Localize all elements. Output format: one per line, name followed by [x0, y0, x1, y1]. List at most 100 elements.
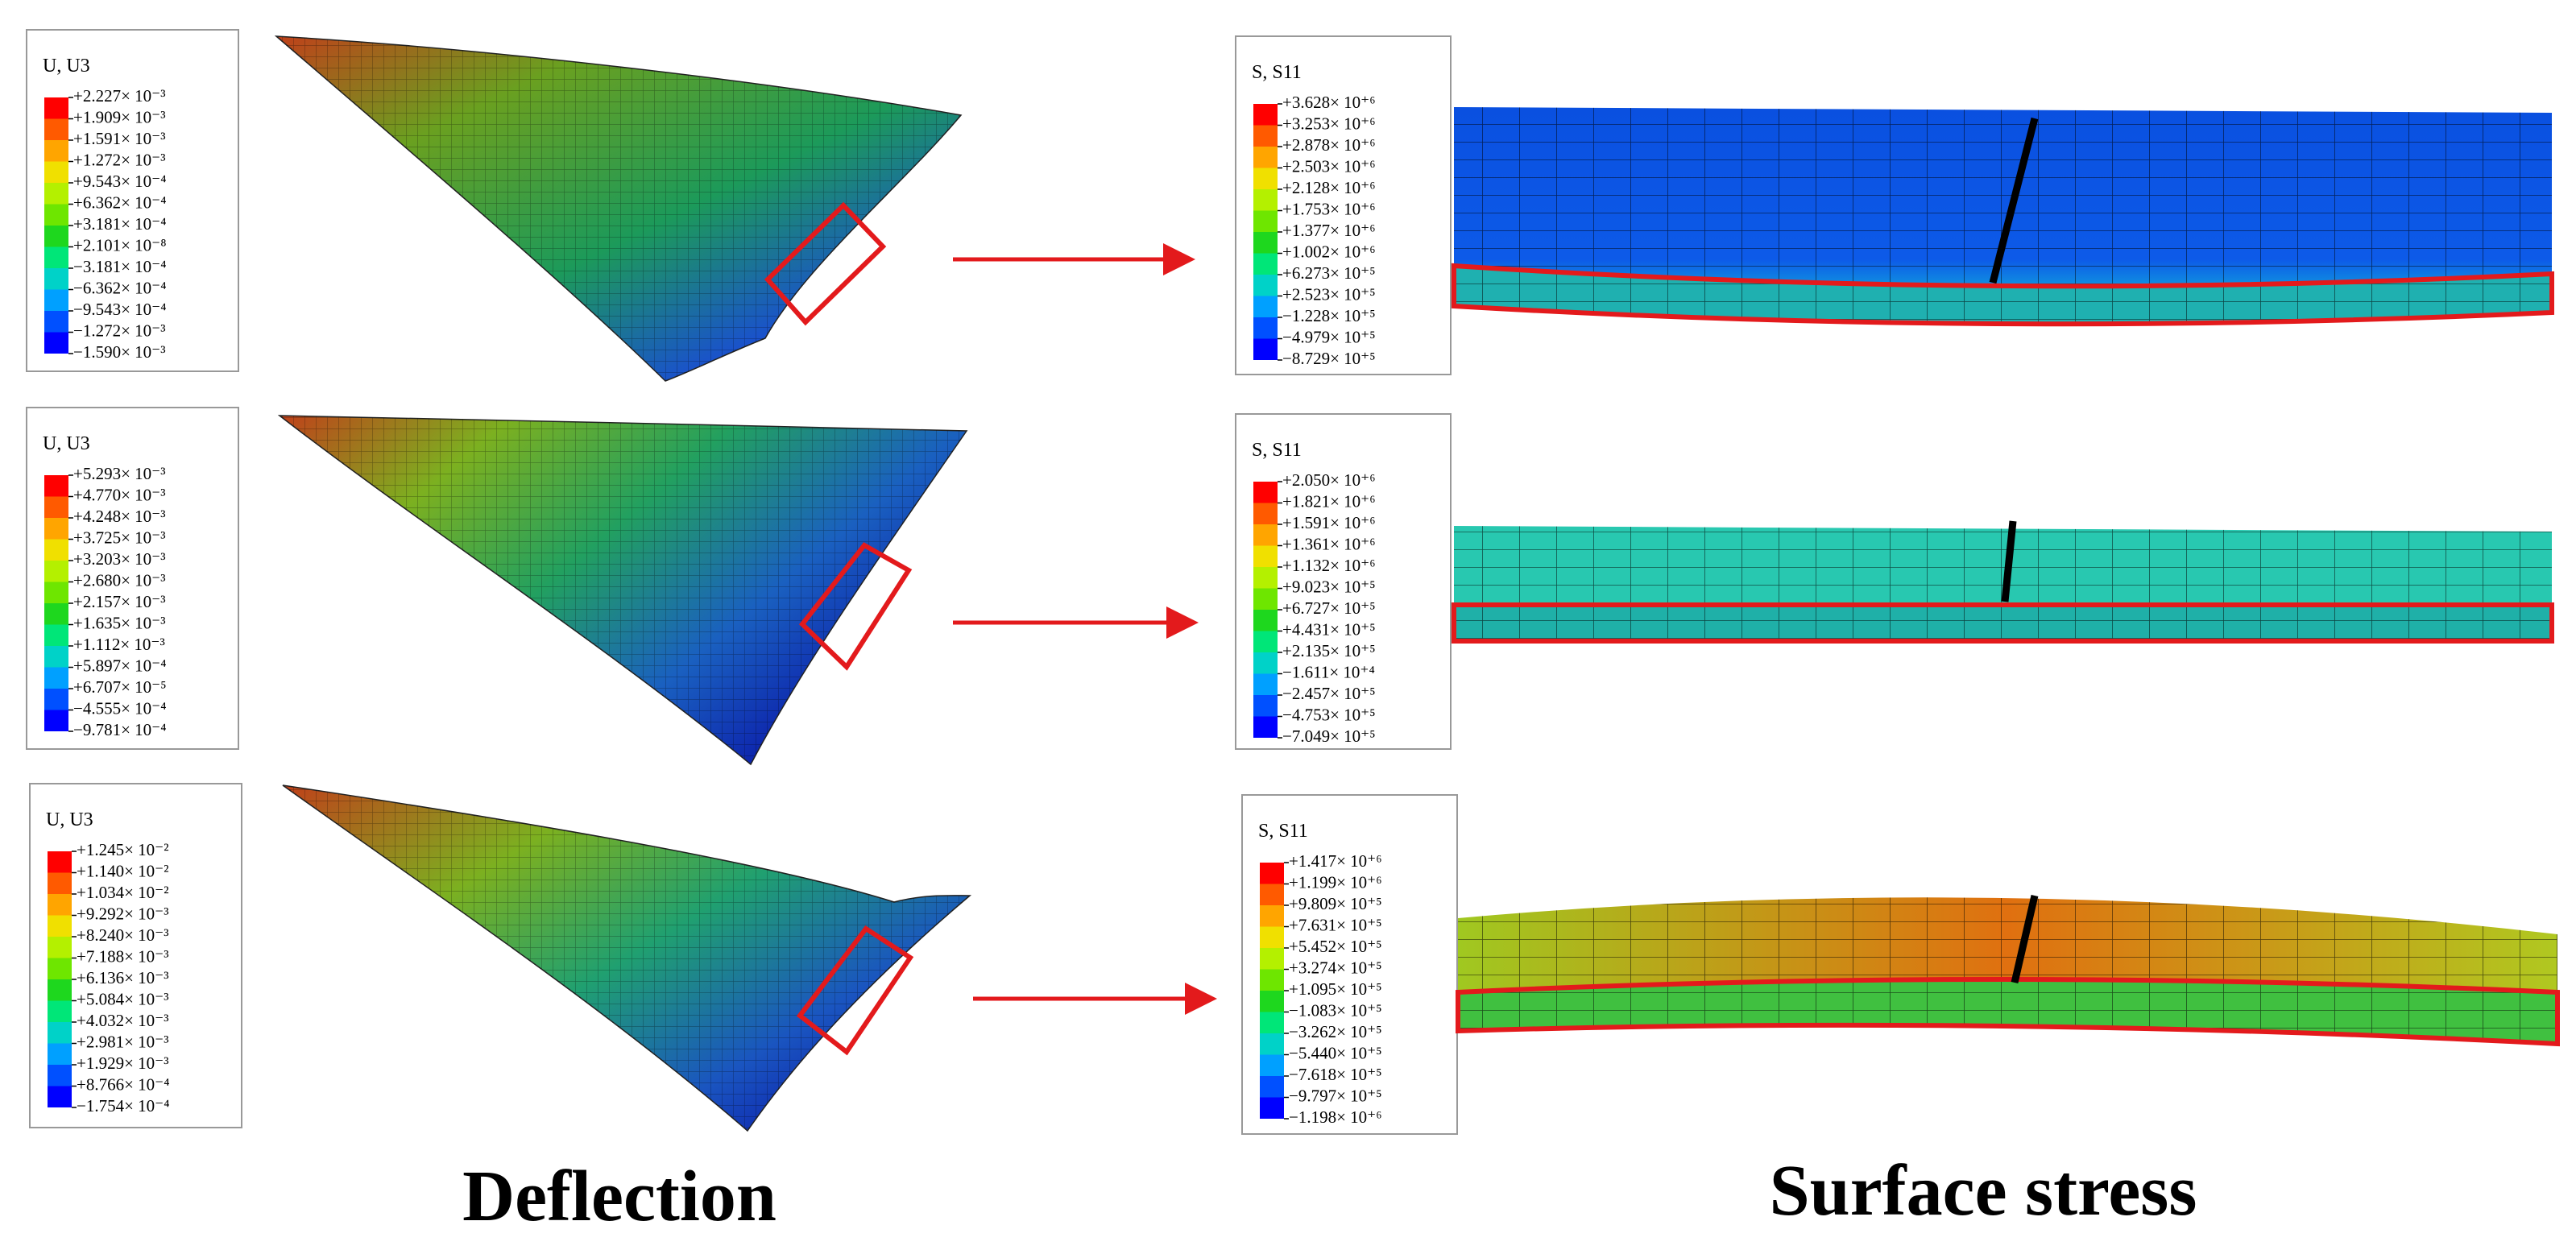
color-band	[44, 140, 68, 162]
mesh	[283, 785, 970, 1131]
legend-label: +2.135× 10⁺⁵	[1282, 641, 1376, 660]
mesh	[1454, 605, 2552, 641]
legend-label: +2.878× 10⁺⁶	[1282, 135, 1376, 155]
legend-label: −1.272× 10⁻³	[73, 321, 166, 340]
legend-label: +1.140× 10⁻²	[77, 861, 169, 880]
color-band	[44, 289, 68, 311]
legend-label: +1.034× 10⁻²	[77, 883, 169, 902]
legend-label: +1.095× 10⁺⁵	[1289, 979, 1382, 999]
legend-label: +3.725× 10⁻³	[73, 528, 166, 547]
legend-label: +2.050× 10⁺⁶	[1282, 470, 1376, 490]
highlight-box	[1456, 977, 2560, 1047]
legend-label: +2.128× 10⁺⁶	[1282, 178, 1376, 197]
color-band	[1260, 969, 1284, 991]
legend-label: −6.362× 10⁻⁴	[73, 278, 167, 297]
legend-label: +1.199× 10⁺⁶	[1289, 872, 1382, 892]
legend-label: +2.503× 10⁺⁶	[1282, 156, 1376, 176]
color-band	[1260, 948, 1284, 970]
color-band	[1253, 189, 1278, 211]
legend-label: +2.523× 10⁺⁵	[1282, 284, 1376, 304]
color-band	[1253, 275, 1278, 296]
color-band	[44, 518, 68, 540]
legend-label: +4.431× 10⁺⁵	[1282, 619, 1376, 639]
color-band	[44, 561, 68, 582]
highlight-box	[796, 925, 914, 1056]
mesh	[276, 36, 961, 381]
color-band	[1253, 567, 1278, 589]
color-band	[44, 475, 68, 497]
color-band	[1253, 210, 1278, 232]
highlight-box	[1452, 263, 2554, 327]
color-band	[1260, 905, 1284, 927]
highlight-box	[798, 542, 913, 671]
legend-label: +4.248× 10⁻³	[73, 507, 166, 526]
color-band	[44, 268, 68, 290]
color-band	[1253, 588, 1278, 610]
legend-label: −9.543× 10⁻⁴	[73, 300, 167, 319]
legend-label: +4.032× 10⁻³	[77, 1011, 169, 1030]
crack-line	[2001, 520, 2017, 602]
legend-label: +1.112× 10⁻³	[73, 635, 165, 654]
color-band	[1253, 253, 1278, 275]
legend-label: +9.809× 10⁺⁵	[1289, 894, 1382, 913]
legend-label: +2.157× 10⁻³	[73, 592, 166, 611]
legend-label: −1.611× 10⁺⁴	[1282, 662, 1375, 681]
color-band	[1253, 125, 1278, 147]
color-band	[44, 332, 68, 354]
color-band	[44, 118, 68, 140]
mesh	[1458, 979, 2557, 1044]
legend-title: S, S11	[1258, 821, 1308, 842]
color-band	[1253, 503, 1278, 524]
color-band	[1260, 863, 1284, 884]
crack-line	[2011, 894, 2039, 984]
column-title: Deflection	[462, 1157, 777, 1236]
color-band	[1260, 926, 1284, 948]
mesh	[1454, 107, 2552, 287]
legend-label: −1.228× 10⁺⁵	[1282, 306, 1376, 325]
legend-title: U, U3	[43, 433, 90, 454]
color-band	[1260, 1097, 1284, 1119]
legend-label: −9.781× 10⁻⁴	[73, 720, 167, 739]
color-band	[1260, 1076, 1284, 1098]
legend-label: −3.181× 10⁻⁴	[73, 257, 167, 276]
content: U, U3 +2.227× 10⁻³+1.909× 10⁻³ +1.591× 10⁻…	[26, 29, 2560, 1135]
legend-label: −7.618× 10⁺⁵	[1289, 1065, 1382, 1084]
color-band	[1253, 168, 1278, 189]
color-band	[44, 603, 68, 625]
legend-label: +2.981× 10⁻³	[77, 1032, 169, 1051]
legend-label: +3.274× 10⁺⁵	[1289, 958, 1382, 977]
legend-label: +1.753× 10⁺⁶	[1282, 199, 1376, 218]
legend-title: U, U3	[43, 56, 90, 77]
legend-label: −8.729× 10⁺⁵	[1282, 349, 1376, 368]
legend-label: −1.083× 10⁺⁵	[1289, 1000, 1382, 1020]
color-band	[1253, 652, 1278, 674]
color-band	[1253, 232, 1278, 254]
color-band	[48, 1086, 72, 1107]
legend-label: +3.253× 10⁺⁶	[1282, 114, 1376, 133]
color-band	[44, 496, 68, 518]
legend-label: +5.452× 10⁺⁵	[1289, 937, 1382, 956]
legend-label: +6.136× 10⁻³	[77, 968, 169, 987]
color-band	[44, 226, 68, 247]
legend-label: +1.591× 10⁻³	[73, 129, 166, 148]
legend-label: +5.293× 10⁻³	[73, 464, 166, 483]
mesh	[280, 416, 967, 764]
color-band	[48, 937, 72, 958]
color-band	[48, 1065, 72, 1087]
color-band	[44, 582, 68, 603]
legend-label: +7.631× 10⁺⁵	[1289, 915, 1382, 934]
color-band	[1260, 1033, 1284, 1055]
color-band	[44, 183, 68, 205]
legend-label: +9.023× 10⁺⁵	[1282, 577, 1376, 596]
color-band	[44, 667, 68, 689]
color-band	[1253, 147, 1278, 168]
legend-label: −3.262× 10⁺⁵	[1289, 1022, 1382, 1041]
legend-label: −4.979× 10⁺⁵	[1282, 327, 1376, 346]
legend-label: +7.188× 10⁻³	[77, 946, 169, 966]
color-band	[48, 1022, 72, 1044]
color-band	[48, 851, 72, 873]
color-band	[44, 204, 68, 226]
legend-label: −4.555× 10⁻⁴	[73, 698, 167, 718]
legend-label: +2.227× 10⁻³	[73, 86, 166, 106]
color-band	[48, 915, 72, 937]
